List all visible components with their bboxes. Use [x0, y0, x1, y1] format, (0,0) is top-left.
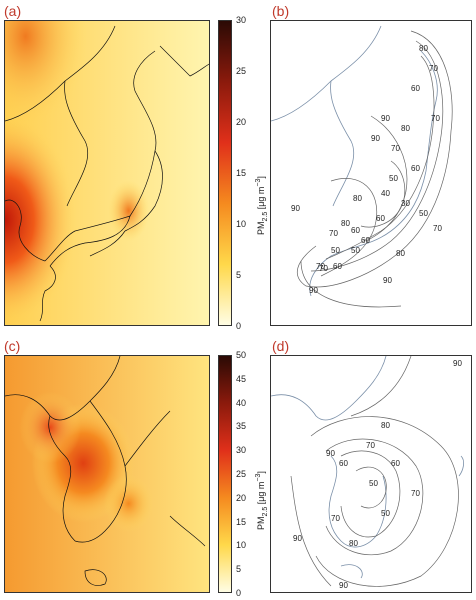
contour-label: 60 — [361, 236, 370, 245]
contour-label: 60 — [339, 459, 348, 468]
contour-label: 70 — [331, 514, 340, 523]
contour-label: 90 — [371, 134, 380, 143]
colorbar-top-ticks: 30 25 20 15 10 5 0 — [236, 15, 256, 331]
cb-top-label-main: PM — [256, 221, 266, 236]
cb-bottom-tick: 45 — [236, 373, 247, 384]
map-b-contours-japan: 80 70 60 90 90 70 80 70 60 50 40 30 50 7… — [270, 20, 472, 326]
cb-bottom-tick: 25 — [236, 469, 247, 479]
colorbar-bottom-ticks: 50 45 40 35 30 25 20 15 10 5 0 — [236, 350, 256, 598]
cb-bottom-label-unit: [μg m — [256, 481, 266, 507]
cb-bottom-tick: 0 — [236, 588, 242, 598]
contour-label: 60 — [333, 262, 342, 271]
colorbar-bottom-label: PM2.5 [μg m−3] — [255, 471, 269, 530]
cb-top-tick: 0 — [236, 321, 242, 331]
contour-label: 80 — [381, 421, 390, 430]
panel-label-b: (b) — [272, 3, 290, 19]
cb-bottom-label-end: ] — [256, 471, 266, 474]
contour-label: 90 — [381, 114, 390, 123]
contour-label: 70 — [433, 224, 442, 233]
contour-label: 70 — [316, 262, 325, 271]
contour-label: 60 — [411, 84, 420, 93]
cb-bottom-label-sub: 2.5 — [261, 506, 269, 517]
contour-label: 60 — [411, 164, 420, 173]
cb-top-tick: 25 — [236, 66, 247, 76]
contour-label: 90 — [309, 286, 318, 295]
contour-label: 70 — [429, 64, 438, 73]
cb-top-label-unit: [μg m — [256, 186, 266, 212]
map-a-pm25-japan — [4, 20, 210, 326]
contour-label: 80 — [419, 44, 428, 53]
cb-bottom-tick: 20 — [236, 492, 247, 503]
cb-bottom-tick: 30 — [236, 445, 247, 456]
map-c-pm25-korea — [4, 355, 210, 593]
colorbar-top — [218, 20, 232, 326]
cb-bottom-tick: 50 — [236, 350, 247, 360]
cb-bottom-label-exp: −3 — [255, 473, 262, 482]
contour-label: 80 — [396, 249, 405, 258]
contour-label: 80 — [341, 219, 350, 228]
contour-label: 50 — [419, 209, 428, 218]
cb-bottom-label-main: PM — [256, 516, 266, 531]
contour-label: 90 — [453, 359, 462, 368]
contour-label: 70 — [431, 114, 440, 123]
contour-label: 70 — [411, 489, 420, 498]
map-d-contours-korea: 90 80 90 70 70 60 60 50 50 70 80 90 90 — [270, 355, 472, 593]
cb-top-label-end: ] — [256, 176, 266, 179]
panel-label-c: (c) — [4, 338, 21, 354]
contour-label: 60 — [391, 459, 400, 468]
contour-label: 50 — [389, 174, 398, 183]
contour-label: 80 — [349, 539, 358, 548]
cb-top-tick: 5 — [236, 269, 242, 280]
contour-label: 50 — [331, 246, 340, 255]
colorbar-top-label: PM2.5 [μg m−3] — [255, 176, 269, 235]
contour-label: 50 — [381, 509, 390, 518]
cb-top-tick: 15 — [236, 168, 247, 178]
contour-label: 70 — [319, 264, 328, 273]
contour-label: 40 — [381, 189, 390, 198]
contour-label: 60 — [376, 214, 385, 223]
panel-label-d: (d) — [272, 338, 290, 354]
contour-label: 50 — [369, 479, 378, 488]
contour-label: 90 — [291, 204, 300, 213]
contour-label: 70 — [329, 229, 338, 238]
contour-label: 80 — [401, 124, 410, 133]
contour-label: 90 — [339, 581, 348, 590]
cb-top-label-exp: −3 — [255, 178, 262, 187]
contour-label: 90 — [293, 534, 302, 543]
contour-label: 60 — [351, 226, 360, 235]
contour-label: 30 — [401, 199, 410, 208]
contour-label: 70 — [366, 441, 375, 450]
contour-label: 70 — [391, 144, 400, 153]
cb-bottom-tick: 40 — [236, 397, 247, 408]
cb-bottom-tick: 10 — [236, 540, 247, 551]
contour-label: 80 — [353, 194, 362, 203]
contour-label: 50 — [351, 246, 360, 255]
panel-label-a: (a) — [4, 3, 22, 19]
cb-top-tick: 10 — [236, 219, 247, 229]
cb-bottom-tick: 15 — [236, 516, 247, 527]
cb-top-tick: 20 — [236, 116, 247, 127]
colorbar-bottom — [218, 355, 232, 593]
contour-label: 90 — [383, 276, 392, 285]
cb-top-tick: 30 — [236, 15, 247, 25]
cb-bottom-tick: 5 — [236, 564, 242, 575]
cb-top-label-sub: 2.5 — [261, 211, 269, 222]
contour-label: 90 — [326, 449, 335, 458]
cb-bottom-tick: 35 — [236, 421, 247, 432]
